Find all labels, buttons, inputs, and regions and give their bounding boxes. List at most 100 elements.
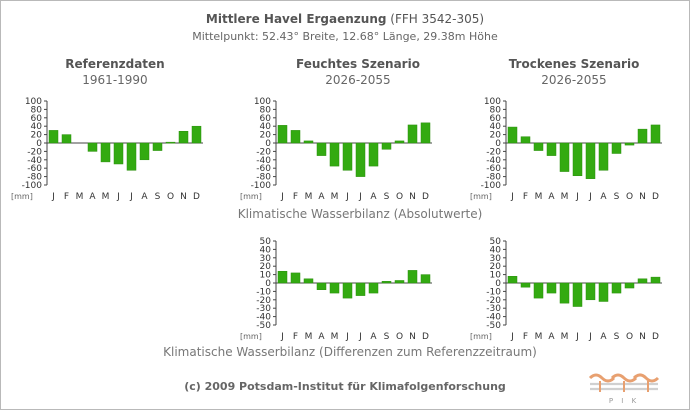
diff-wet-month-label: J [345,332,349,342]
diff-dry-y-tick-label: 10 [490,271,502,281]
diff-wet-bar-9 [381,281,392,284]
diff-wet-y-tick-label: 20 [260,262,272,272]
diff-wet-y-tick-label: 50 [260,237,272,247]
abs-dry-bar-7 [585,142,596,179]
diff-dry-y-tick-label: 40 [490,245,502,255]
abs-wet-y-tick-label: 20 [260,131,272,141]
diff-wet-bar-1 [277,270,288,284]
abs-ref-bar-4 [87,142,98,152]
abs-ref-month-label: J [116,192,120,202]
abs-ref-bar-2 [61,134,72,144]
abs-ref-month-label: F [64,192,69,202]
abs-ref-month-label: S [155,192,161,202]
abs-ref-bar-5 [100,142,111,163]
pik-logo: P I K [588,373,660,405]
diff-dry-y-tick-label: 0 [495,279,501,289]
diff-wet-bar-4 [316,282,327,290]
abs-wet-month-label: M [305,192,313,202]
column-title-reference: Referenzdaten [65,57,165,71]
abs-dry-month-label: M [535,192,543,202]
diff-wet-bar-10 [394,280,405,284]
abs-wet-bar-4 [316,142,327,156]
diff-wet-y-tick-label: -20 [256,296,271,306]
abs-ref-bar-12 [191,125,202,144]
abs-ref-y-tick-label: 60 [31,114,43,124]
diff-dry-month-label: O [626,332,633,342]
abs-ref-y-tick-label: 80 [31,105,43,115]
abs-wet-y-tick-label: -100 [251,181,272,191]
abs-dry-month-label: A [600,192,607,202]
abs-ref-y-tick-label: -40 [27,156,42,166]
figure-title-code: (FFH 3542-305) [390,12,485,26]
abs-dry-y-tick-label: 0 [495,139,501,149]
diff-dry-month-label: J [575,332,579,342]
diff-dry-month-label: J [510,332,514,342]
diff-wet-y-tick-label: 40 [260,245,272,255]
abs-dry-bar-6 [572,142,583,177]
abs-wet-bar-12 [420,122,431,144]
section-label-absolute: Klimatische Wasserbilanz (Absolutwerte) [237,207,483,221]
abs-dry-bar-3 [533,142,544,151]
diff-dry-y-tick-label: -10 [486,287,501,297]
diff-dry-month-label: A [600,332,607,342]
abs-ref-month-label: A [141,192,148,202]
diff-dry-bar-7 [585,282,596,301]
diff-wet-month-label: M [305,332,313,342]
diff-wet-bar-11 [407,270,418,284]
diff-wet-month-label: A [318,332,325,342]
diff-dry-bar-2 [520,282,531,288]
abs-dry-bar-12 [650,124,661,144]
abs-dry-y-tick-label: 60 [490,114,502,124]
abs-dry-month-label: S [614,192,620,202]
abs-wet-month-label: A [370,192,377,202]
abs-wet-month-label: F [293,192,298,202]
diff-dry-month-label: M [561,332,569,342]
abs-dry-month-label: J [575,192,579,202]
abs-wet-y-tick-label: -80 [256,173,271,183]
abs-ref-month-label: J [51,192,55,202]
abs-dry-month-label: M [561,192,569,202]
diff-dry-y-tick-label: 30 [490,254,502,264]
diff-dry-y-tick-label: -20 [486,296,501,306]
diff-wet-month-label: M [331,332,339,342]
abs-ref-y-tick-label: 20 [31,131,43,141]
abs-dry-month-label: F [523,192,528,202]
abs-wet-month-label: D [422,192,429,202]
abs-ref-y-tick-label: -80 [27,173,42,183]
abs-dry-bar-1 [507,126,518,144]
diff-dry-unit-label: [mm] [470,332,492,341]
abs-dry-bar-9 [611,142,622,154]
abs-ref-bar-10 [165,141,176,144]
diff-dry-y-tick-label: 50 [490,237,502,247]
diff-dry-y-tick-label: 20 [490,262,502,272]
abs-ref-y-tick-label: -100 [22,181,43,191]
diff-dry-bar-10 [624,282,635,289]
abs-wet-bar-1 [277,125,288,144]
abs-ref-month-label: M [102,192,110,202]
abs-ref-month-label: D [193,192,200,202]
diff-dry-month-label: F [523,332,528,342]
abs-ref-bar-1 [48,130,59,144]
abs-wet-month-label: N [409,192,416,202]
abs-ref-month-label: M [76,192,84,202]
abs-wet-month-label: A [318,192,325,202]
abs-ref-y-tick-label: 100 [25,97,42,107]
column-period-dry: 2026-2055 [541,73,607,87]
diff-dry-month-label: N [639,332,646,342]
diff-wet-bar-5 [329,282,340,294]
diff-wet-y-tick-label: 10 [260,271,272,281]
abs-ref-unit-label: [mm] [11,192,33,201]
diff-dry-bar-3 [533,282,544,299]
abs-wet-bar-2 [290,130,301,144]
abs-dry-bar-2 [520,136,531,144]
abs-wet-bar-10 [394,140,405,144]
abs-wet-y-tick-label: 40 [260,122,272,132]
abs-ref-month-label: O [167,192,174,202]
abs-wet-month-label: J [280,192,284,202]
abs-dry-y-tick-label: 100 [484,97,501,107]
diff-dry-bar-6 [572,282,583,307]
diff-dry-month-label: J [588,332,592,342]
abs-ref-y-tick-label: 0 [36,139,42,149]
abs-ref-y-tick-label: -60 [27,164,42,174]
abs-wet-bar-7 [355,142,366,177]
